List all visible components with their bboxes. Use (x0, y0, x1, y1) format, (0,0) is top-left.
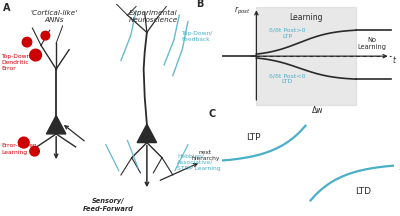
Text: C: C (208, 109, 216, 119)
Text: B: B (196, 0, 204, 9)
Text: Top-Down/
Feedback: Top-Down/ Feedback (182, 31, 213, 42)
Text: δ/δt Post>0
LTP: δ/δt Post>0 LTP (269, 28, 306, 39)
Text: Hebbian/
Associative/
STDP Learning: Hebbian/ Associative/ STDP Learning (177, 153, 221, 171)
Text: next
hierarchy: next hierarchy (191, 150, 219, 161)
Text: A: A (3, 3, 11, 13)
Text: Learning: Learning (290, 13, 323, 22)
Circle shape (30, 49, 42, 61)
Text: Experimental
Neuroscience: Experimental Neuroscience (129, 10, 178, 23)
Bar (256, 7, 356, 105)
Circle shape (41, 31, 50, 40)
Text: Top-Down/
Dendritic
Error: Top-Down/ Dendritic Error (1, 54, 32, 71)
Text: No
Learning: No Learning (357, 37, 386, 50)
Text: 'Cortical-like'
ANNs: 'Cortical-like' ANNs (30, 10, 78, 23)
Text: Error-driven
Learning: Error-driven Learning (1, 143, 37, 155)
Text: Δt: Δt (399, 163, 400, 172)
Text: δ/δt Post<0
LTD: δ/δt Post<0 LTD (269, 74, 306, 84)
Circle shape (30, 146, 39, 156)
Text: LTD: LTD (355, 187, 371, 196)
Text: Δw: Δw (312, 106, 324, 115)
Circle shape (22, 37, 32, 47)
Polygon shape (137, 124, 157, 143)
Text: Sensory/
Feed-Forward: Sensory/ Feed-Forward (82, 199, 134, 212)
Polygon shape (46, 116, 66, 134)
Circle shape (18, 137, 29, 148)
Text: t: t (392, 56, 395, 65)
Text: LTP: LTP (246, 133, 260, 142)
Text: $r_{post}$: $r_{post}$ (234, 5, 251, 17)
